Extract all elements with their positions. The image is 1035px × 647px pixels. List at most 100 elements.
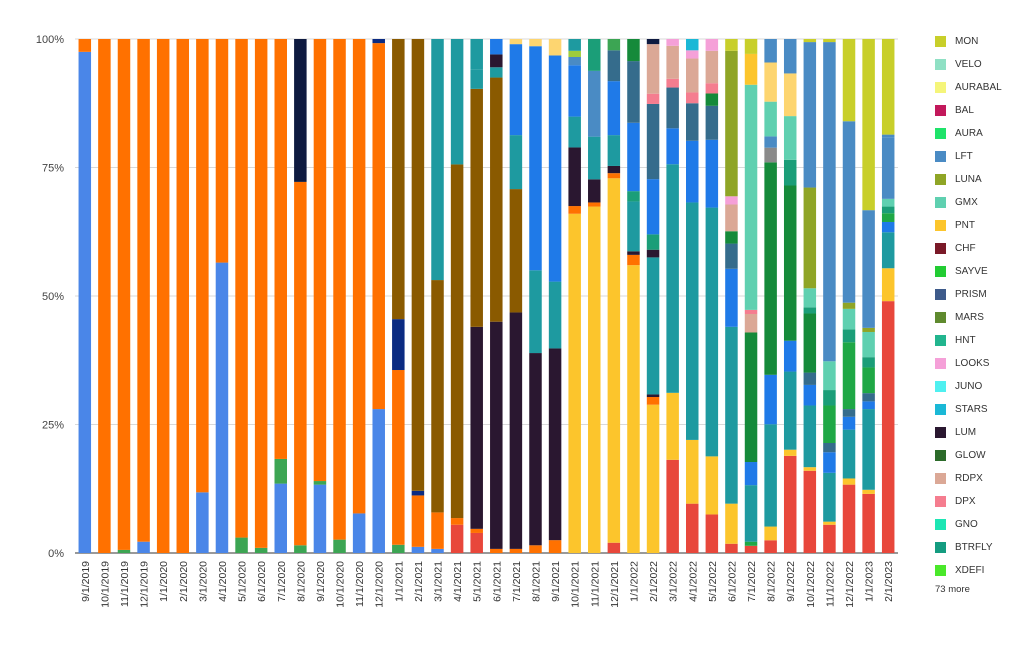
x-tick-label: 7/1/2021 — [511, 561, 523, 602]
bar-segment — [803, 467, 817, 471]
bar-segment — [725, 196, 738, 205]
bar-segment — [431, 39, 444, 281]
bar-segment — [568, 116, 581, 148]
x-axis: 9/1/2019 10/1/2019 11/1/2019 12/1/2019 1/1/2… — [80, 561, 895, 608]
y-tick-label: 0% — [48, 548, 64, 560]
bar-segment — [254, 39, 268, 548]
y-tick-label: 25% — [42, 420, 64, 432]
bar-segment — [725, 231, 738, 244]
x-tick-label: 9/1/2019 — [80, 561, 92, 602]
bar-segment — [783, 185, 797, 341]
bar-segment — [411, 495, 425, 547]
legend-label: HNT — [955, 335, 976, 346]
bar-segment — [842, 121, 856, 303]
legend-item: LFT — [935, 145, 1030, 168]
bar-segment — [686, 50, 699, 59]
x-tick-label: 3/1/2021 — [433, 561, 445, 602]
bar-segment — [705, 139, 719, 208]
legend-label: SAYVE — [955, 266, 988, 277]
legend-more-link[interactable]: 73 more — [935, 584, 970, 595]
bar-segment — [666, 459, 679, 553]
bar-segment — [705, 207, 719, 457]
legend-label: BTRFLY — [955, 542, 993, 553]
bar-segment — [450, 518, 464, 525]
bar-segment — [686, 103, 699, 141]
bar-segment — [862, 357, 875, 368]
x-tick-label: 11/1/2022 — [824, 561, 836, 607]
bar-segment — [470, 88, 483, 327]
x-tick-label: 5/1/2020 — [237, 561, 249, 602]
bar-segment — [823, 405, 836, 444]
bar-segment — [823, 39, 836, 43]
bar-segment — [646, 257, 660, 395]
bar-stack — [509, 39, 523, 553]
legend-item: XDEFI — [935, 559, 1030, 582]
bar-segment — [881, 39, 895, 135]
bar-segment — [744, 84, 758, 310]
bar-segment — [842, 416, 856, 430]
legend: MON VELO AURABAL BAL AURA LFT LUNA GMX PNT CHF SAY… — [935, 30, 1030, 595]
bar-segment — [568, 50, 581, 57]
x-tick-label: 4/1/2021 — [452, 561, 464, 602]
bar-segment — [313, 484, 327, 553]
bar-segment — [646, 103, 660, 180]
bar-segment — [352, 39, 366, 514]
legend-item: GNO — [935, 513, 1030, 536]
legend-swatch — [935, 266, 946, 277]
bar-segment — [823, 452, 836, 473]
bar-stack — [372, 39, 385, 553]
bar-stack — [881, 39, 895, 553]
legend-swatch — [935, 335, 946, 346]
bar-segment — [98, 39, 111, 553]
bar-segment — [548, 39, 562, 56]
bar-segment — [862, 493, 875, 553]
bar-segment — [744, 309, 758, 314]
bar-segment — [862, 401, 875, 410]
bar-segment — [823, 361, 836, 391]
legend-swatch — [935, 151, 946, 162]
bar-segment — [588, 136, 601, 180]
bar-stack — [744, 39, 758, 553]
bar-segment — [313, 481, 327, 485]
bar-segment — [431, 512, 444, 549]
legend-item: VELO — [935, 53, 1030, 76]
bar-stack — [333, 39, 346, 553]
bar-segment — [274, 458, 287, 484]
legend-swatch — [935, 358, 946, 369]
bar-segment — [392, 39, 405, 320]
bar-stack — [117, 39, 131, 553]
bar-segment — [783, 371, 797, 450]
bar-segment — [509, 312, 523, 549]
bar-stack — [450, 39, 464, 553]
bar-stack — [98, 39, 111, 553]
bar-segment — [686, 439, 699, 504]
legend-label: LUM — [955, 427, 977, 438]
bar-stack — [588, 39, 601, 553]
bar-segment — [744, 545, 758, 553]
bar-segment — [803, 470, 817, 553]
bar-stack — [686, 39, 699, 553]
legend-label: MARS — [955, 312, 984, 323]
bar-segment — [881, 134, 895, 138]
bar-segment — [450, 524, 464, 553]
bar-segment — [666, 78, 679, 88]
bar-segment — [862, 367, 875, 394]
legend-label: STARS — [955, 404, 988, 415]
bar-segment — [725, 50, 738, 197]
bar-segment — [842, 484, 856, 553]
bar-segment — [881, 206, 895, 214]
bar-stack — [196, 39, 209, 553]
bar-segment — [568, 147, 581, 207]
bar-segment — [392, 319, 405, 371]
bar-segment — [666, 87, 679, 129]
bar-segment — [725, 326, 738, 504]
bar-segment — [705, 105, 719, 140]
bar-segment — [607, 39, 621, 51]
y-tick-label: 50% — [42, 291, 64, 303]
x-tick-label: 10/1/2019 — [99, 561, 111, 608]
bar-segment — [352, 513, 366, 553]
bar-segment — [862, 331, 875, 358]
bar-segment — [490, 548, 503, 553]
bar-segment — [607, 50, 621, 82]
bar-segment — [783, 340, 797, 372]
